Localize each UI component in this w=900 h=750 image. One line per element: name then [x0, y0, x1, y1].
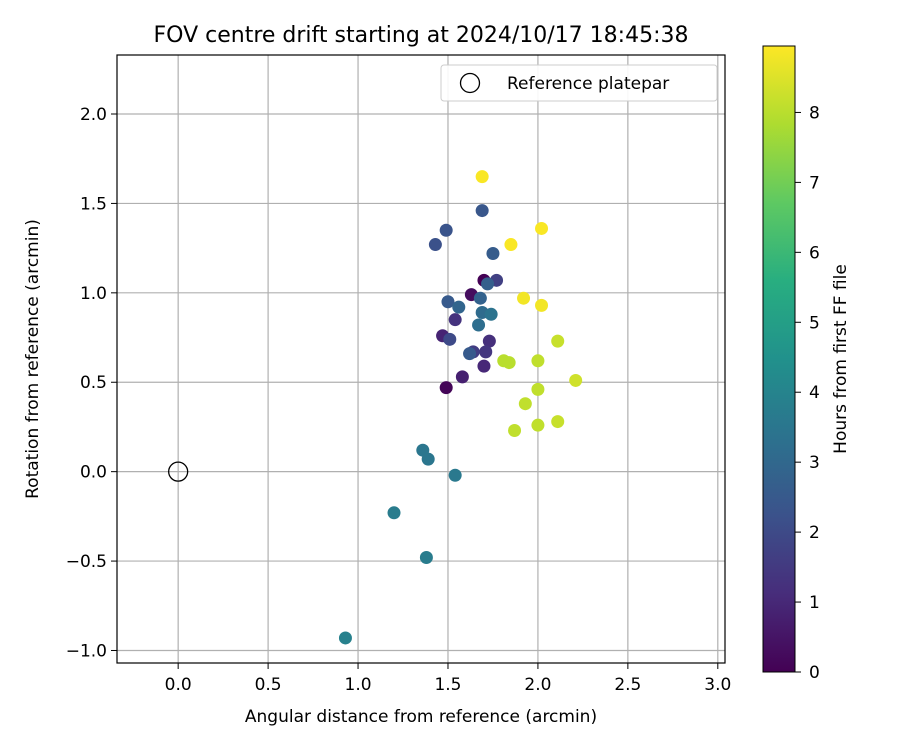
data-point	[338, 631, 352, 645]
data-point	[569, 373, 583, 387]
colorbar	[762, 45, 796, 673]
legend: Reference platepar	[440, 64, 718, 102]
chart-title: FOV centre drift starting at 2024/10/17 …	[154, 23, 689, 48]
reference-point-marker	[168, 461, 189, 482]
data-point	[421, 452, 435, 466]
data-point	[443, 332, 457, 346]
y-tick-label: −1.0	[66, 641, 107, 661]
grid-lines	[117, 55, 725, 663]
data-point	[448, 313, 462, 327]
x-tick-label: 1.5	[434, 675, 461, 695]
data-point	[452, 300, 466, 314]
colorbar-tick-label: 6	[809, 243, 820, 263]
colorbar-tick-label: 2	[809, 523, 820, 543]
colorbar-tick-label: 4	[809, 383, 820, 403]
legend-box	[440, 64, 718, 102]
data-point	[479, 345, 493, 359]
y-tick-label: 0.0	[80, 463, 107, 483]
y-tick-label: 2.0	[80, 105, 107, 125]
x-tick-label: 3.0	[704, 675, 731, 695]
data-point	[486, 246, 500, 260]
data-point	[484, 307, 498, 321]
data-point	[551, 415, 565, 429]
data-point	[448, 468, 462, 482]
data-point	[475, 170, 489, 184]
data-point	[475, 204, 489, 218]
data-point	[531, 382, 545, 396]
scatter-points	[168, 170, 583, 645]
x-axis-ticks: 0.0 0.5 1.0 1.5 2.0 2.5 3.0	[165, 663, 731, 695]
x-tick-label: 2.0	[524, 675, 551, 695]
data-point	[455, 370, 469, 384]
data-point	[481, 277, 495, 291]
colorbar-tick-label: 5	[809, 313, 820, 333]
x-tick-label: 0.5	[255, 675, 282, 695]
data-point	[517, 291, 531, 305]
y-tick-label: 1.0	[80, 284, 107, 304]
y-tick-label: 1.5	[80, 194, 107, 214]
data-point	[473, 291, 487, 305]
colorbar-tick-label: 7	[809, 173, 820, 193]
data-point	[518, 397, 532, 411]
y-tick-label: 0.5	[80, 373, 107, 393]
x-tick-label: 0.0	[165, 675, 192, 695]
colorbar-ticks: 0 1 2 3 4 5 6 7 8	[795, 103, 820, 683]
colorbar-tick-label: 0	[809, 663, 820, 683]
y-tick-label: −0.5	[66, 552, 107, 572]
data-point	[508, 424, 522, 438]
data-point	[482, 334, 496, 348]
data-point	[419, 550, 433, 564]
data-point	[439, 381, 453, 395]
data-point	[531, 418, 545, 432]
colorbar-tick-label: 8	[809, 103, 820, 123]
data-point	[439, 223, 453, 237]
data-point	[463, 347, 477, 361]
plot-area-frame	[116, 54, 726, 664]
x-tick-label: 1.0	[345, 675, 372, 695]
data-point	[504, 238, 518, 252]
data-point	[535, 298, 549, 312]
y-axis-ticks: −1.0 −0.5 0.0 0.5 1.0 1.5 2.0	[66, 105, 117, 661]
legend-label-reference: Reference platepar	[507, 74, 669, 94]
legend-marker-reference	[459, 72, 481, 94]
colorbar-tick-label: 1	[809, 593, 820, 613]
y-axis-label: Rotation from reference (arcmin)	[23, 219, 43, 499]
data-point	[531, 354, 545, 368]
colorbar-label: Hours from first FF file	[831, 264, 851, 454]
x-tick-label: 2.5	[614, 675, 641, 695]
data-point	[477, 359, 491, 373]
data-point	[387, 506, 401, 520]
data-point	[502, 356, 516, 370]
data-point	[441, 295, 455, 309]
data-point	[535, 221, 549, 235]
data-point	[472, 318, 486, 332]
x-axis-label: Angular distance from reference (arcmin)	[245, 707, 597, 727]
data-point	[551, 334, 565, 348]
data-point	[428, 238, 442, 252]
colorbar-tick-label: 3	[809, 453, 820, 473]
